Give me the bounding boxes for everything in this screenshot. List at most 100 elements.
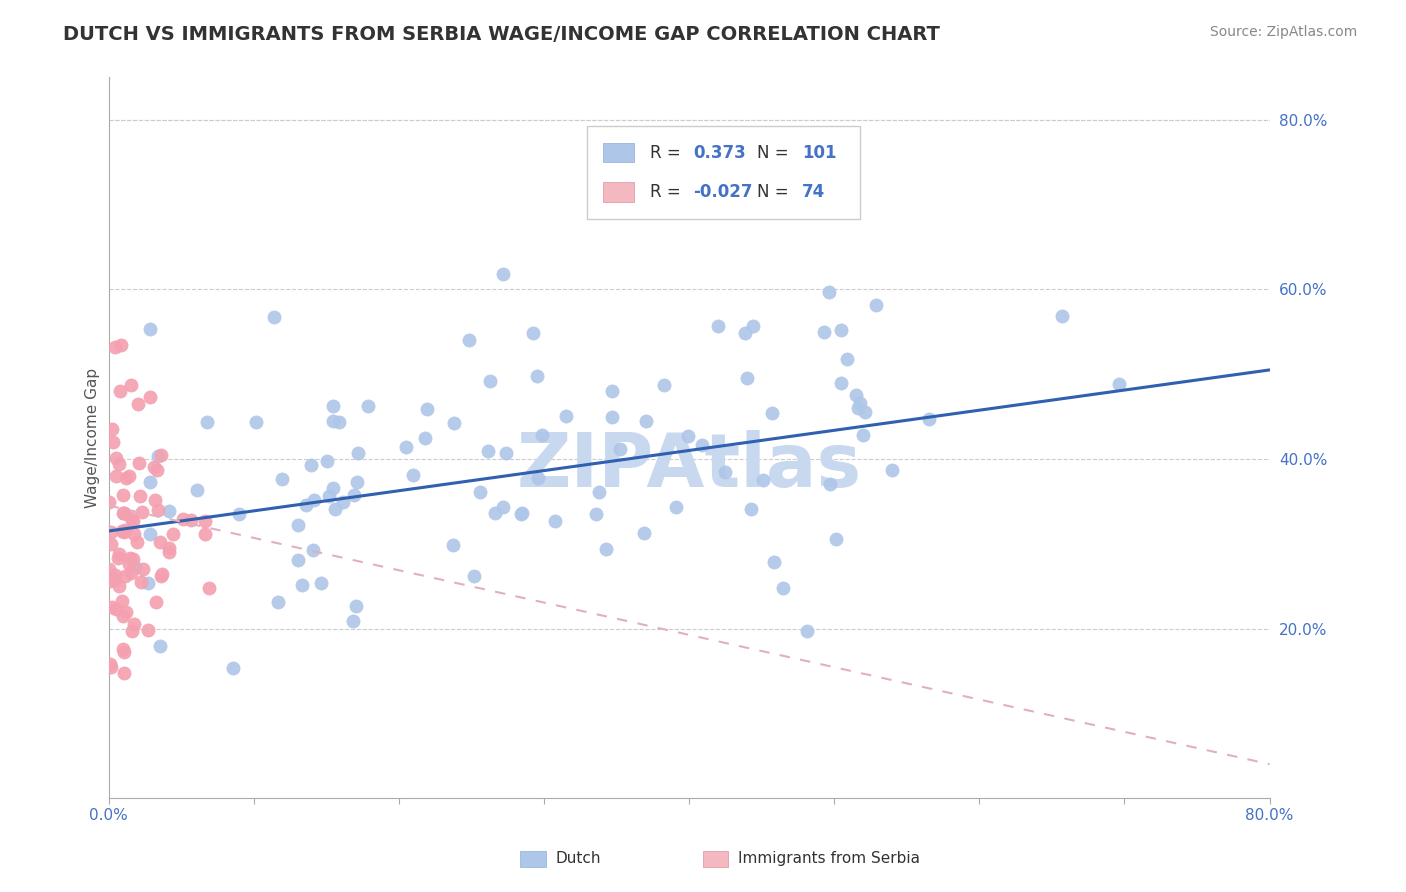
Point [752,473,775,487]
Point [194,526,217,541]
Point [796,624,818,639]
Point [848,395,870,409]
Point [100,660,122,674]
Point [526,368,548,383]
Text: Immigrants from Serbia: Immigrants from Serbia [738,851,920,865]
Point [318,489,340,503]
Point [228,507,250,521]
Text: R =: R = [650,183,686,201]
Point [830,376,852,391]
Point [148,449,170,463]
Point [98,562,121,576]
Point [848,401,870,415]
Point [149,639,172,653]
Point [131,575,153,590]
Point [609,442,631,456]
Point [852,427,875,442]
Point [142,459,165,474]
Point [108,384,131,398]
Point [136,623,159,637]
Point [121,624,143,638]
Point [865,298,887,312]
Text: ZIPAtlas: ZIPAtlas [516,430,862,503]
Point [111,608,134,623]
Point [186,483,208,497]
Point [824,533,846,547]
Point [740,502,762,516]
Point [291,578,314,592]
Point [222,661,245,675]
Point [129,489,152,503]
Point [478,375,501,389]
Point [148,503,170,517]
Point [112,666,135,681]
Point [665,500,688,514]
Point [600,410,623,425]
Point [115,471,138,485]
Point [332,495,354,509]
Point [120,511,142,525]
Point [149,569,172,583]
Point [882,463,904,477]
Point [104,572,127,586]
Point [103,567,125,582]
Point [845,388,868,402]
Text: 74: 74 [803,183,825,201]
Point [315,454,337,468]
Point [311,576,333,591]
Point [347,446,370,460]
Point [122,617,145,632]
Point [105,451,128,466]
Text: N =: N = [756,183,794,201]
Point [323,501,346,516]
Text: 0.373: 0.373 [693,144,745,161]
Point [105,602,128,616]
Point [125,535,148,549]
Point [114,523,136,537]
Point [443,416,465,430]
Point [763,555,786,569]
Point [122,527,145,541]
Point [139,475,162,490]
Point [707,318,730,333]
Point [595,541,617,556]
Point [287,518,309,533]
Point [294,498,316,512]
Point [322,414,344,428]
Point [458,333,481,347]
Point [263,310,285,325]
Point [143,492,166,507]
Point [107,547,129,561]
Point [633,525,655,540]
Point [544,514,567,528]
Point [402,467,425,482]
Point [322,481,344,495]
Point [118,469,141,483]
Point [271,472,294,486]
Point [157,544,180,558]
Point [245,415,267,429]
Point [492,500,515,515]
Point [761,406,783,420]
Point [150,566,173,581]
Point [107,579,129,593]
Point [690,438,713,452]
Point [111,507,134,521]
Point [112,506,135,520]
Point [1108,377,1130,392]
Point [735,371,758,385]
Point [120,378,142,392]
Point [734,326,756,341]
Point [195,415,218,429]
Point [198,581,221,595]
Point [357,399,380,413]
Point [145,595,167,609]
Point [131,562,153,576]
Text: R =: R = [650,144,686,161]
Point [918,412,941,426]
Point [136,575,159,590]
Point [112,641,135,656]
Point [585,507,607,521]
Point [108,457,131,471]
Point [413,431,436,445]
